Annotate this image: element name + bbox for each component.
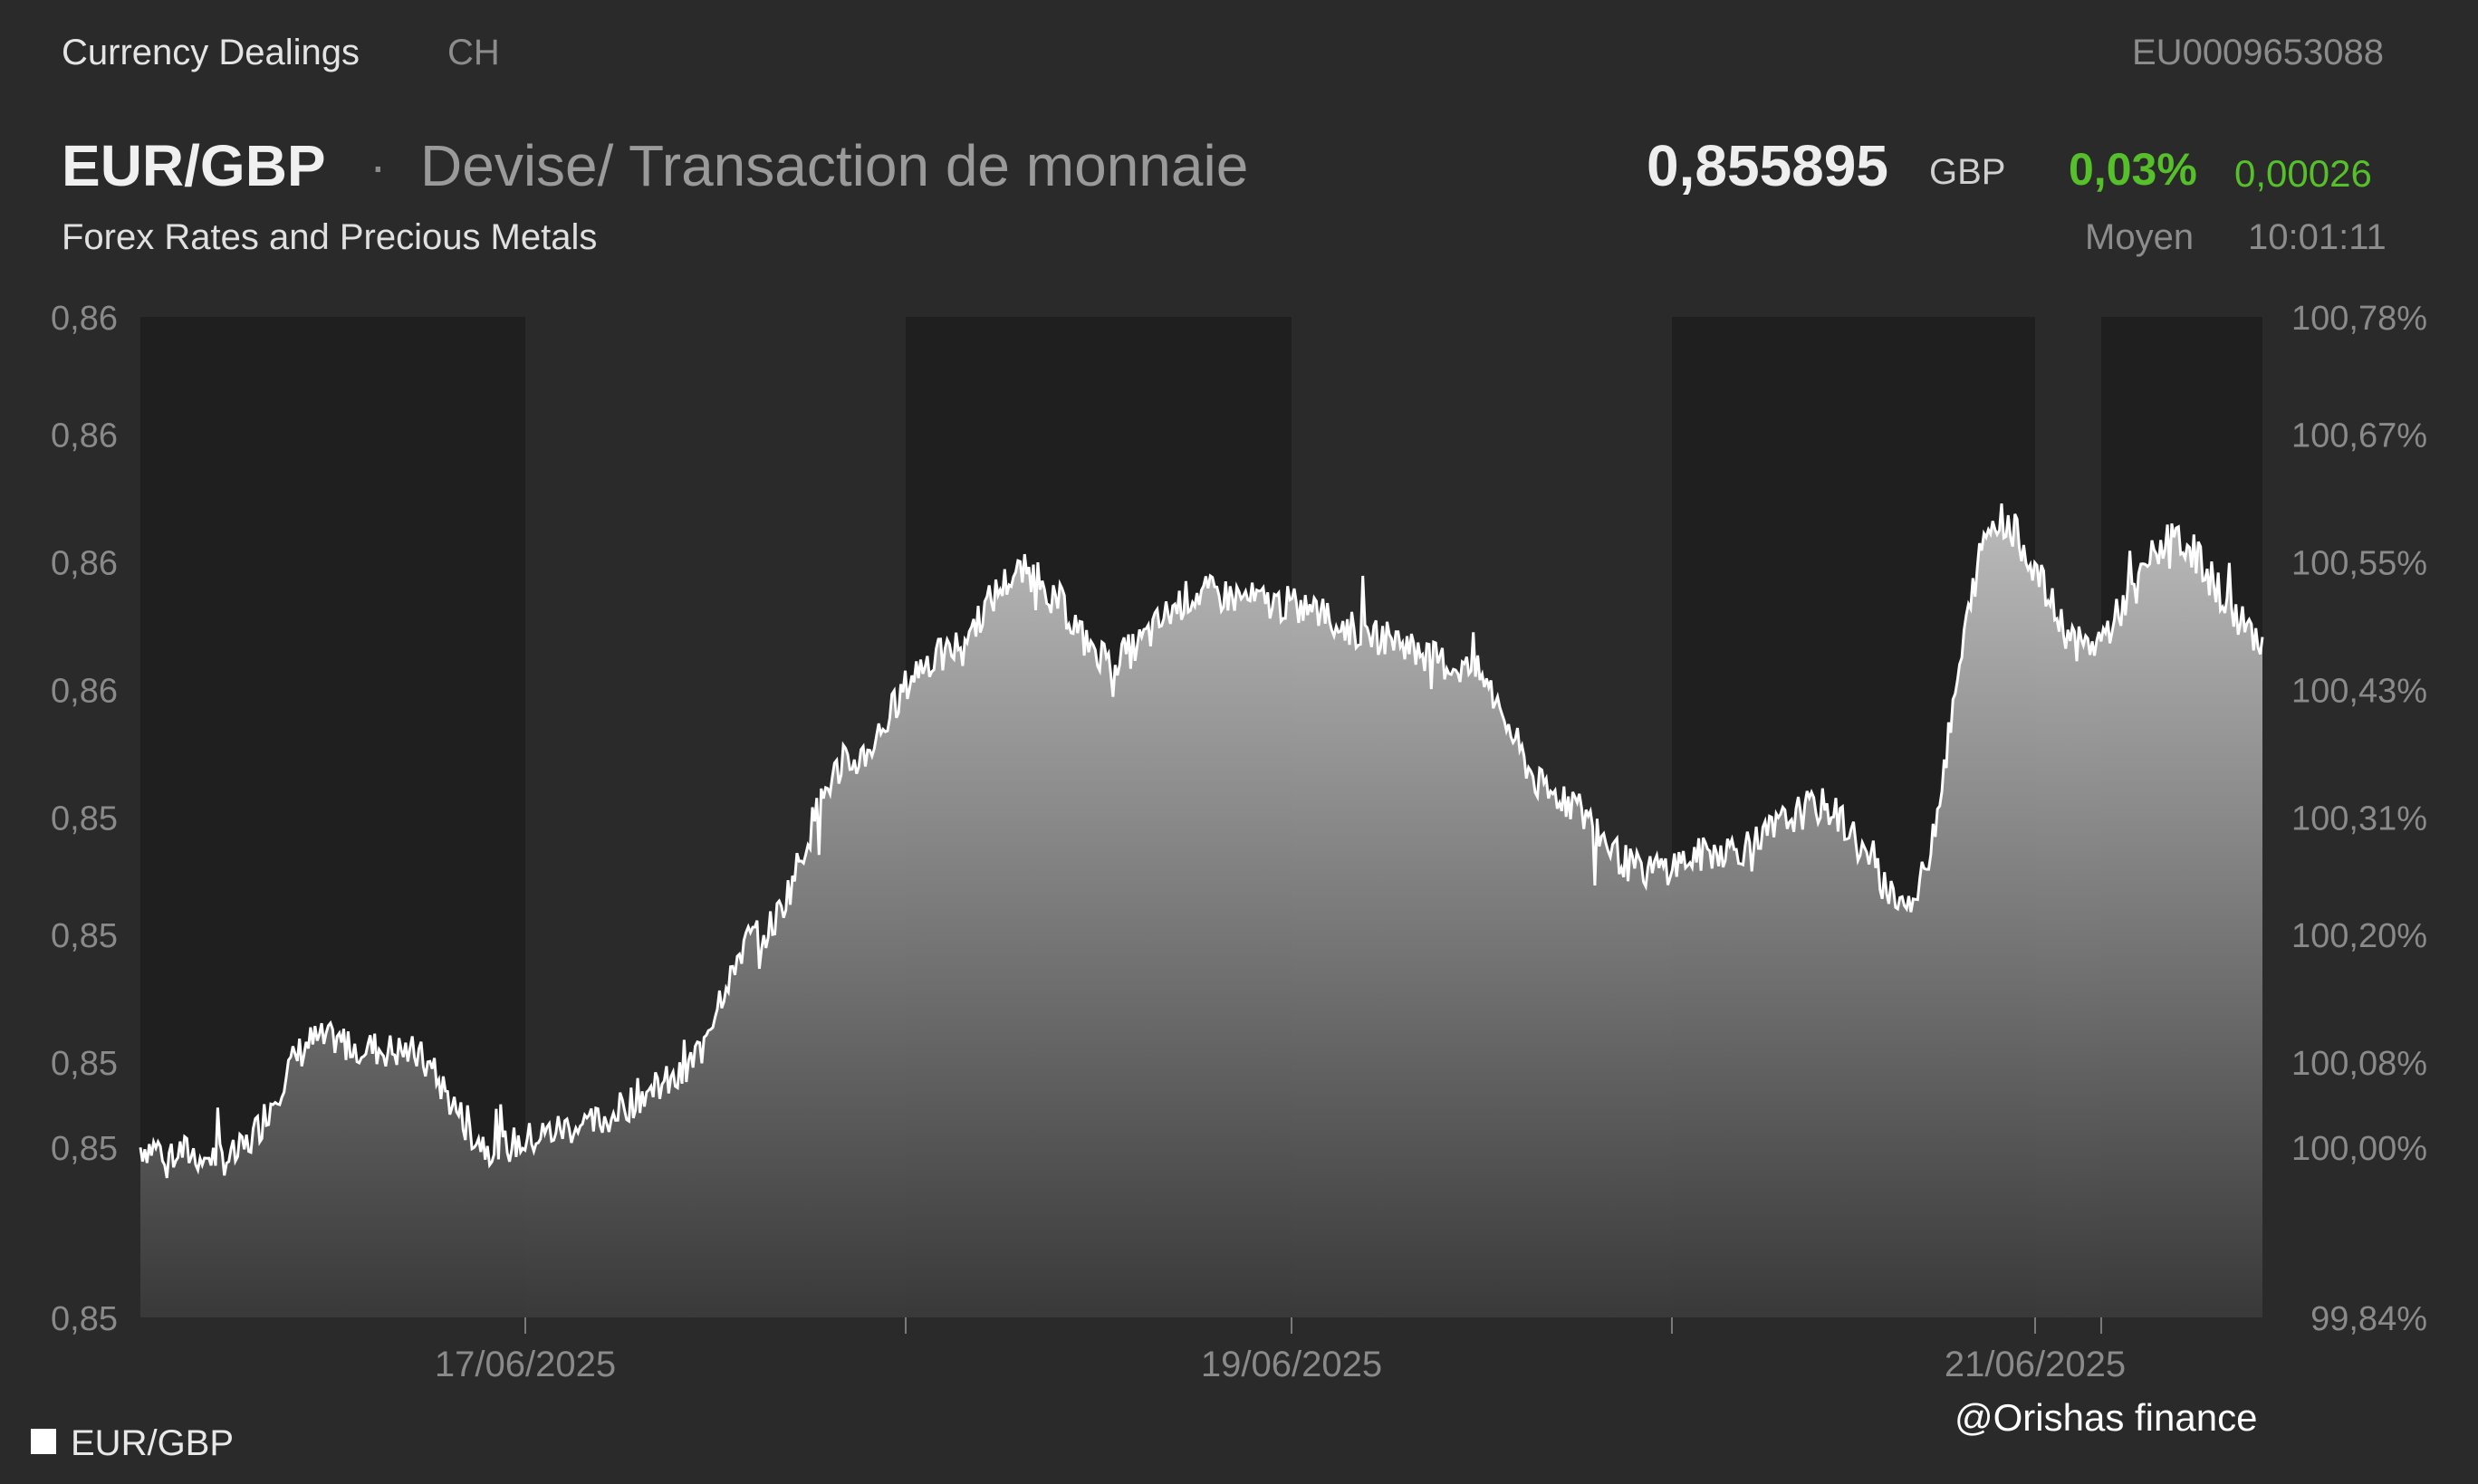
title-separator: · [370, 137, 387, 194]
y-right-tick-label: 100,20% [2291, 917, 2427, 955]
category-subtitle: Forex Rates and Precious Metals [62, 217, 598, 257]
y-right-tick-label: 100,31% [2291, 800, 2427, 838]
x-tick-label: 21/06/2025 [1945, 1345, 2126, 1384]
series-area-eur-gbp [140, 503, 2262, 1317]
y-left-tick-label: 0,86 [51, 300, 118, 338]
legend-label[interactable]: EUR/GBP [71, 1423, 235, 1463]
series-line-eur-gbp [139, 503, 2264, 1179]
y-right-tick-label: 100,00% [2291, 1130, 2427, 1168]
y-left-tick-label: 0,86 [51, 672, 118, 710]
y-left-tick-label: 0,85 [51, 917, 118, 955]
market-code: CH [447, 33, 500, 72]
y-right-tick-label: 100,67% [2291, 416, 2427, 455]
x-tick-label: 17/06/2025 [435, 1345, 616, 1384]
y-right-tick-label: 100,55% [2291, 544, 2427, 582]
pair-title: EUR/GBP [62, 133, 326, 198]
y-left-tick-label: 0,86 [51, 416, 118, 455]
y-right-tick-label: 100,78% [2291, 300, 2427, 338]
change-absolute: 0,00026 [2234, 152, 2372, 195]
y-left-tick-label: 0,85 [51, 1045, 118, 1083]
price-time: 10:01:11 [2248, 217, 2387, 257]
x-tick-label: 19/06/2025 [1201, 1345, 1382, 1384]
legend-swatch [31, 1429, 56, 1454]
watermark: @Orishas finance [1955, 1396, 2258, 1439]
y-right-tick-label: 99,84% [2310, 1300, 2427, 1338]
pair-description: Devise/ Transaction de monnaie [420, 133, 1249, 198]
last-price: 0,855895 [1647, 133, 1888, 198]
isin-code: EU0009653088 [2132, 33, 2385, 72]
y-left-tick-label: 0,85 [51, 1300, 118, 1338]
price-currency: GBP [1929, 152, 2006, 192]
change-percent: 0,03% [2069, 144, 2197, 195]
y-left-tick-label: 0,85 [51, 800, 118, 838]
section-label[interactable]: Currency Dealings [62, 33, 360, 72]
y-right-tick-label: 100,08% [2291, 1045, 2427, 1083]
y-left-tick-label: 0,85 [51, 1130, 118, 1168]
y-left-tick-label: 0,86 [51, 544, 118, 582]
y-right-tick-label: 100,43% [2291, 672, 2427, 710]
price-type: Moyen [2085, 217, 2195, 257]
